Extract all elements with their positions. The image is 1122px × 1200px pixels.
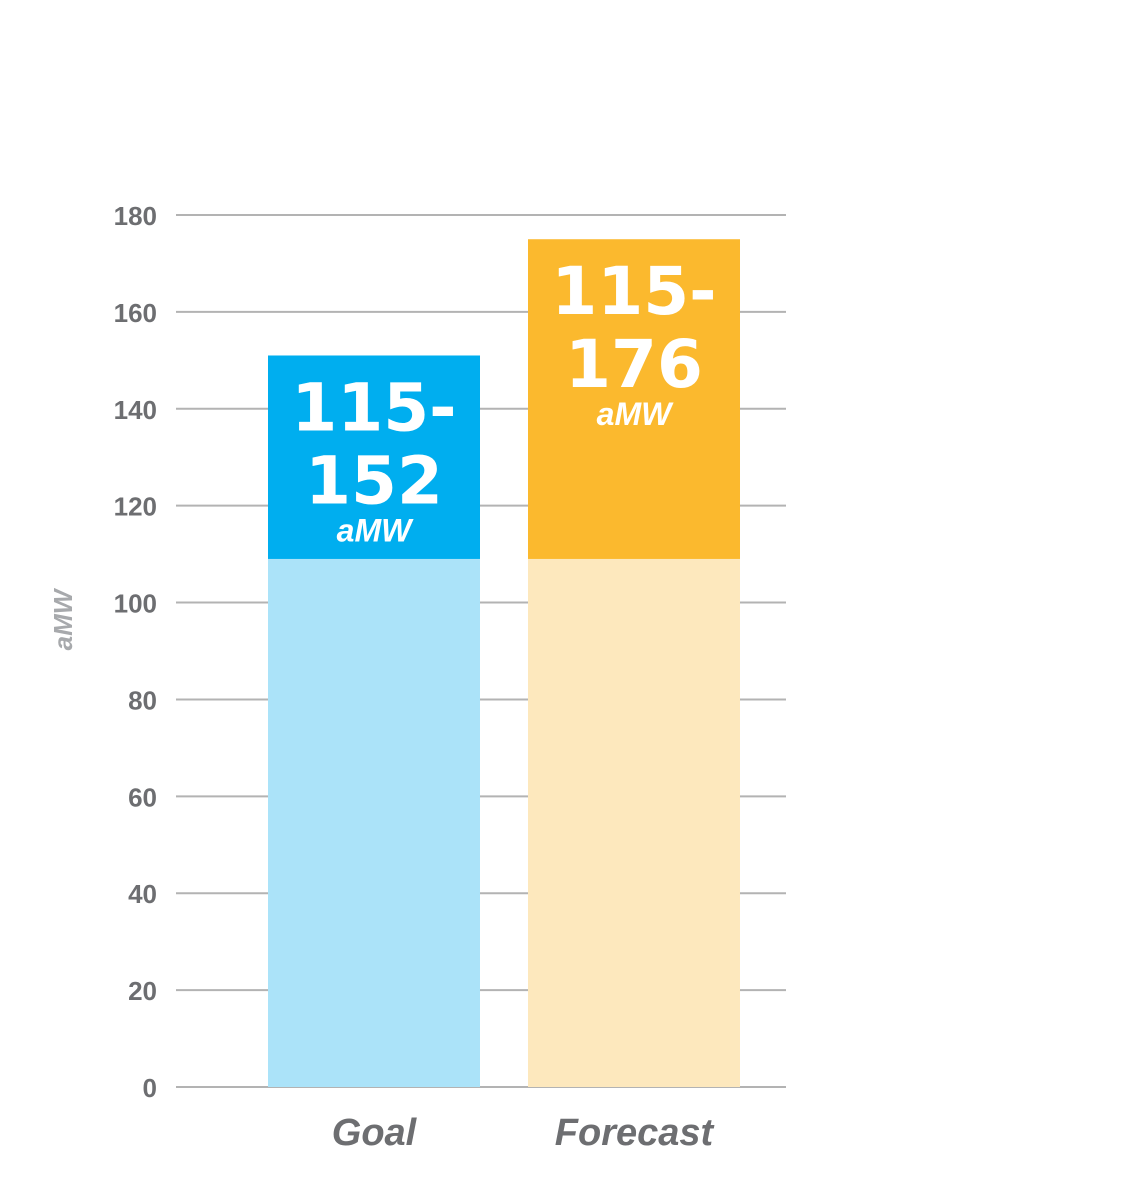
range-label-line2-forecast: 176 — [565, 326, 703, 403]
y-tick-label: 0 — [143, 1073, 157, 1103]
bar-base-forecast — [528, 558, 740, 1087]
bar-base-goal — [268, 558, 480, 1087]
y-tick-label: 140 — [114, 395, 157, 425]
y-tick-label: 160 — [114, 298, 157, 328]
range-label-line1-forecast: 115- — [551, 253, 716, 330]
y-tick-label: 120 — [114, 492, 157, 522]
category-label-goal: Goal — [332, 1112, 418, 1154]
category-label-forecast: Forecast — [555, 1112, 715, 1154]
bar-range-goal — [268, 355, 480, 559]
y-axis-title: aMW — [48, 587, 78, 650]
y-tick-label: 60 — [128, 782, 157, 812]
y-tick-labels: 0 20 40 60 80 100 120 140 160 180 — [114, 201, 157, 1103]
y-tick-label: 180 — [114, 201, 157, 231]
bar-range-forecast — [528, 239, 740, 559]
unit-label-forecast: aMW — [597, 396, 674, 432]
y-tick-label: 40 — [128, 879, 157, 909]
y-tick-label: 20 — [128, 976, 157, 1006]
y-tick-label: 100 — [114, 589, 157, 619]
unit-label-goal: aMW — [337, 512, 414, 548]
category-labels: Goal Forecast — [332, 1112, 715, 1154]
range-label-line1-goal: 115- — [291, 369, 456, 446]
range-label-line2-goal: 152 — [305, 442, 443, 519]
y-tick-label: 80 — [128, 685, 157, 715]
bars — [268, 239, 740, 1087]
